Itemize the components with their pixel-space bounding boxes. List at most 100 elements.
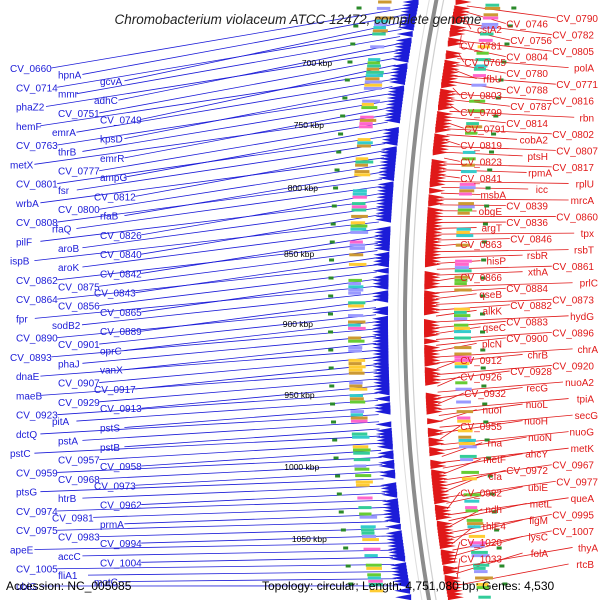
gene-label-left[interactable]: ptsG xyxy=(16,488,37,499)
gene-label-right[interactable]: rbn xyxy=(580,113,594,124)
gene-label-left[interactable]: CV_0808 xyxy=(16,218,58,229)
gene-label-left[interactable]: htrB xyxy=(58,494,77,505)
gene-label-right[interactable]: CV_0928 xyxy=(510,367,552,378)
gene-label-left[interactable]: apeE xyxy=(10,545,34,556)
gene-label-right[interactable]: CV_0982 xyxy=(460,488,502,499)
gene-label-right[interactable]: CV_0866 xyxy=(460,273,502,284)
gene-label-left[interactable]: phaZ2 xyxy=(16,103,45,114)
gene-label-left[interactable]: adhC xyxy=(94,96,118,107)
gene-label-right[interactable]: CV_0972 xyxy=(506,466,548,477)
gene-label-right[interactable]: CV_0912 xyxy=(460,356,502,367)
gene-label-left[interactable]: rfaQ xyxy=(52,224,72,235)
gene-label-right[interactable]: nuoL xyxy=(526,400,549,411)
gene-label-left[interactable]: pstS xyxy=(100,424,120,435)
gene-label-left[interactable]: CV_0973 xyxy=(94,481,136,492)
gene-label-left[interactable]: thrB xyxy=(58,147,77,158)
gene-label-right[interactable]: cobA2 xyxy=(520,135,549,146)
gene-label-right[interactable]: CV_0807 xyxy=(556,146,598,157)
gene-label-right[interactable]: chrB xyxy=(527,350,548,361)
gene-label-right[interactable]: rna xyxy=(488,439,503,450)
gene-label-left[interactable]: CV_0890 xyxy=(16,334,58,345)
gene-label-left[interactable]: CV_0907 xyxy=(58,379,100,390)
gene-label-right[interactable]: lysC xyxy=(529,532,548,543)
gene-label-right[interactable]: CV_0817 xyxy=(552,163,594,174)
gene-label-right[interactable]: CV_0863 xyxy=(460,240,502,251)
gene-label-left[interactable]: CV_0875 xyxy=(58,282,100,293)
gene-label-right[interactable]: CV_0781 xyxy=(460,42,502,53)
gene-label-right[interactable]: cstA2 xyxy=(477,25,502,36)
gene-label-right[interactable]: mrcA xyxy=(571,196,595,207)
gene-label-left[interactable]: fliA1 xyxy=(58,571,78,582)
gene-label-right[interactable]: alkK xyxy=(483,306,503,317)
gene-label-left[interactable]: CV_1005 xyxy=(16,565,58,576)
gene-label-right[interactable]: nuoA2 xyxy=(565,378,594,389)
gene-label-left[interactable]: sodB2 xyxy=(52,321,81,332)
gene-label-right[interactable]: CV_0746 xyxy=(506,20,548,31)
gene-label-left[interactable]: emrR xyxy=(100,154,124,165)
gene-label-right[interactable]: CV_0932 xyxy=(464,389,506,400)
gene-label-left[interactable]: gcvA xyxy=(100,77,123,88)
gene-label-left[interactable]: CV_0901 xyxy=(58,340,100,351)
gene-label-right[interactable]: CV_0804 xyxy=(506,53,548,64)
gene-label-left[interactable]: CV_0865 xyxy=(100,308,142,319)
gene-label-right[interactable]: metL xyxy=(530,499,553,510)
gene-label-right[interactable]: ubiE xyxy=(528,483,548,494)
gene-label-left[interactable]: CV_0923 xyxy=(16,411,58,422)
gene-label-right[interactable]: rplU xyxy=(576,179,594,190)
gene-label-right[interactable]: CV_0839 xyxy=(506,202,548,213)
gene-label-right[interactable]: CV_0787 xyxy=(510,102,552,113)
gene-label-right[interactable]: CV_0883 xyxy=(506,317,548,328)
gene-label-right[interactable]: CV_0802 xyxy=(552,130,594,141)
gene-label-left[interactable]: fsr xyxy=(58,186,70,197)
gene-label-right[interactable]: hisP xyxy=(487,257,507,268)
gene-label-left[interactable]: pstC xyxy=(10,449,31,460)
gene-label-left[interactable]: CV_0801 xyxy=(16,180,58,191)
gene-label-right[interactable]: CV_0756 xyxy=(510,36,552,47)
gene-label-right[interactable]: CV_0884 xyxy=(506,284,548,295)
gene-label-right[interactable]: tpx xyxy=(581,229,594,240)
gene-label-right[interactable]: CV_0860 xyxy=(556,213,598,224)
gene-label-right[interactable]: ptsH xyxy=(527,152,548,163)
gene-label-right[interactable]: xthA xyxy=(528,268,548,279)
gene-label-right[interactable]: CV_0926 xyxy=(460,372,502,383)
gene-label-right[interactable]: polA xyxy=(574,64,594,75)
gene-label-right[interactable]: CV_0814 xyxy=(506,119,548,130)
gene-label-right[interactable]: CV_0819 xyxy=(460,141,502,152)
gene-label-left[interactable]: CV_0843 xyxy=(94,289,136,300)
gene-label-right[interactable]: CV_0782 xyxy=(552,31,594,42)
gene-label-left[interactable]: CV_0957 xyxy=(58,456,100,467)
gene-label-right[interactable]: rsbR xyxy=(527,251,548,262)
gene-label-left[interactable]: mmr xyxy=(58,90,79,101)
gene-label-right[interactable]: CV_0873 xyxy=(552,295,594,306)
gene-label-right[interactable]: argT xyxy=(481,224,502,235)
gene-label-right[interactable]: CV_0771 xyxy=(556,80,598,91)
gene-label-right[interactable]: CV_0977 xyxy=(556,477,598,488)
gene-label-right[interactable]: CV_0896 xyxy=(552,328,594,339)
gene-label-right[interactable]: CV_0765 xyxy=(464,58,506,69)
gene-label-right[interactable]: CV_0882 xyxy=(510,301,552,312)
gene-label-right[interactable]: CV_0799 xyxy=(460,108,502,119)
gene-label-left[interactable]: hpnA xyxy=(58,70,82,81)
gene-label-left[interactable]: maeB xyxy=(16,391,42,402)
gene-label-right[interactable]: icc xyxy=(536,185,548,196)
gene-label-right[interactable]: CV_1007 xyxy=(552,527,594,538)
gene-label-left[interactable]: ispB xyxy=(10,257,30,268)
gene-label-right[interactable]: CV_0788 xyxy=(506,86,548,97)
gene-label-right[interactable]: rtcB xyxy=(576,560,594,571)
gene-label-right[interactable]: thyA xyxy=(578,543,598,554)
gene-label-right[interactable]: CV_1033 xyxy=(460,554,502,565)
gene-label-right[interactable]: CV_0836 xyxy=(506,218,548,229)
gene-label-right[interactable]: nuoI xyxy=(483,406,502,417)
gene-label-left[interactable]: rfaB xyxy=(100,212,119,223)
gene-label-left[interactable]: CV_0842 xyxy=(100,269,142,280)
gene-label-right[interactable]: secG xyxy=(575,411,599,422)
gene-label-right[interactable]: rpmA xyxy=(528,168,552,179)
gene-label-left[interactable]: metX xyxy=(10,160,34,171)
gene-label-right[interactable]: CV_1020 xyxy=(460,538,502,549)
gene-label-left[interactable]: wrbA xyxy=(15,199,39,210)
gene-label-right[interactable]: nuoH xyxy=(524,417,548,428)
gene-label-right[interactable]: CV_0841 xyxy=(460,174,502,185)
gene-label-right[interactable]: chrA xyxy=(577,345,598,356)
gene-label-right[interactable]: nuoG xyxy=(570,428,595,439)
gene-label-right[interactable]: qseB xyxy=(479,290,502,301)
